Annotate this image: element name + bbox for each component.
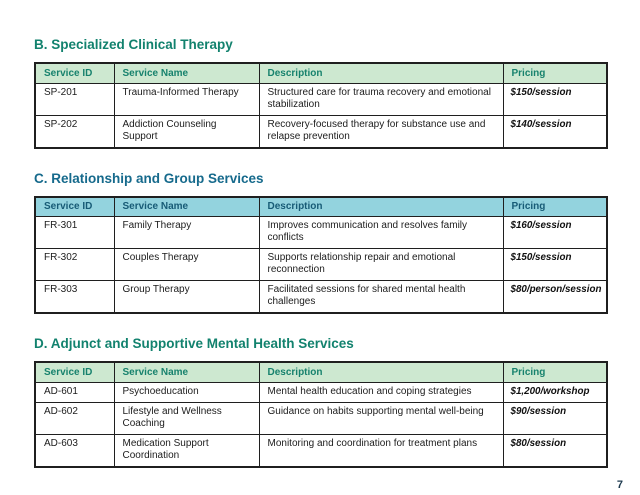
table-row: AD-601 Psychoeducation Mental health educa… [34, 381, 608, 403]
table-row: FR-302 Couples Therapy Supports relationsh… [34, 248, 608, 281]
cell-service-id: SP-202 [34, 114, 115, 148]
cell-service-id: SP-201 [34, 82, 115, 116]
service-section: B. Specialized Clinical Therapy Service … [34, 37, 608, 149]
table-row: AD-602 Lifestyle and Wellness Coaching Gui… [34, 401, 608, 435]
column-header-pricing: Pricing [502, 196, 608, 217]
cell-price: $80/person/session [502, 280, 608, 314]
section-title: C. Relationship and Group Services [34, 170, 264, 186]
cell-price: $1,200/workshop [502, 381, 608, 403]
column-header-service-id: Service ID [34, 196, 115, 217]
service-table: Service ID Service Name Description Pricing… [34, 361, 608, 468]
document-body: B. Specialized Clinical Therapy Service … [34, 37, 608, 468]
cell-description: Guidance on habits supporting mental wel… [258, 401, 504, 435]
cell-service-name: Psychoeducation [113, 381, 260, 403]
cell-description: Improves communication and resolves fami… [258, 216, 504, 249]
cell-price: $150/session [502, 82, 608, 116]
cell-description: Recovery-focused therapy for substance u… [258, 114, 504, 148]
cell-price: $80/session [502, 433, 608, 467]
column-header-pricing: Pricing [502, 361, 608, 383]
cell-service-name: Trauma-Informed Therapy [113, 82, 260, 116]
cell-description: Supports relationship repair and emotion… [258, 248, 504, 281]
cell-service-name: Group Therapy [113, 280, 260, 314]
table-row: SP-201 Trauma-Informed Therapy Structured … [34, 82, 608, 116]
table-header-row: Service ID Service Name Description Pricing [34, 361, 608, 383]
column-header-service-name: Service Name [113, 361, 260, 383]
cell-description: Structured care for trauma recovery and … [258, 82, 504, 116]
page-number: 7 [616, 479, 623, 491]
service-section: C. Relationship and Group Services Servi… [34, 170, 608, 314]
service-table: Service ID Service Name Description Pricing… [34, 62, 608, 149]
cell-price: $150/session [502, 248, 608, 281]
service-table: Service ID Service Name Description Pricing… [34, 195, 608, 314]
cell-service-id: AD-603 [34, 433, 115, 467]
section-title: B. Specialized Clinical Therapy [34, 37, 233, 52]
cell-price: $160/session [502, 216, 608, 249]
cell-service-name: Family Therapy [113, 216, 260, 249]
cell-service-id: FR-301 [34, 216, 115, 249]
document-page: B. Specialized Clinical Therapy Service … [34, 37, 608, 468]
table-row: SP-202 Addiction Counseling Support Recove… [34, 114, 608, 148]
section-title: D. Adjunct and Supportive Mental Health … [34, 336, 354, 351]
table-row: AD-603 Medication Support Coordination Mon… [34, 433, 608, 467]
column-header-service-name: Service Name [113, 196, 260, 217]
cell-service-id: AD-601 [34, 381, 115, 403]
column-header-description: Description [258, 62, 504, 84]
cell-service-id: FR-302 [34, 248, 115, 281]
column-header-description: Description [258, 196, 504, 217]
column-header-service-id: Service ID [34, 361, 115, 383]
cell-price: $90/session [502, 401, 608, 435]
service-section: D. Adjunct and Supportive Mental Health … [34, 336, 608, 468]
table-row: FR-301 Family Therapy Improves communicati… [34, 216, 608, 249]
cell-description: Monitoring and coordination for treatmen… [258, 433, 504, 467]
column-header-description: Description [258, 361, 504, 383]
table-header-row: Service ID Service Name Description Pricing [34, 62, 608, 84]
column-header-service-id: Service ID [34, 62, 115, 84]
cell-service-name: Addiction Counseling Support [113, 114, 260, 148]
column-header-pricing: Pricing [502, 62, 608, 84]
cell-price: $140/session [502, 114, 608, 148]
cell-service-name: Lifestyle and Wellness Coaching [113, 401, 260, 435]
cell-service-name: Medication Support Coordination [113, 433, 260, 467]
table-header-row: Service ID Service Name Description Pricing [34, 196, 608, 217]
cell-description: Facilitated sessions for shared mental h… [258, 280, 504, 314]
cell-service-id: FR-303 [34, 280, 115, 314]
table-row: FR-303 Group Therapy Facilitated sessions … [34, 280, 608, 314]
column-header-service-name: Service Name [113, 62, 260, 84]
cell-service-name: Couples Therapy [113, 248, 260, 281]
cell-service-id: AD-602 [34, 401, 115, 435]
cell-description: Mental health education and coping strat… [258, 381, 504, 403]
